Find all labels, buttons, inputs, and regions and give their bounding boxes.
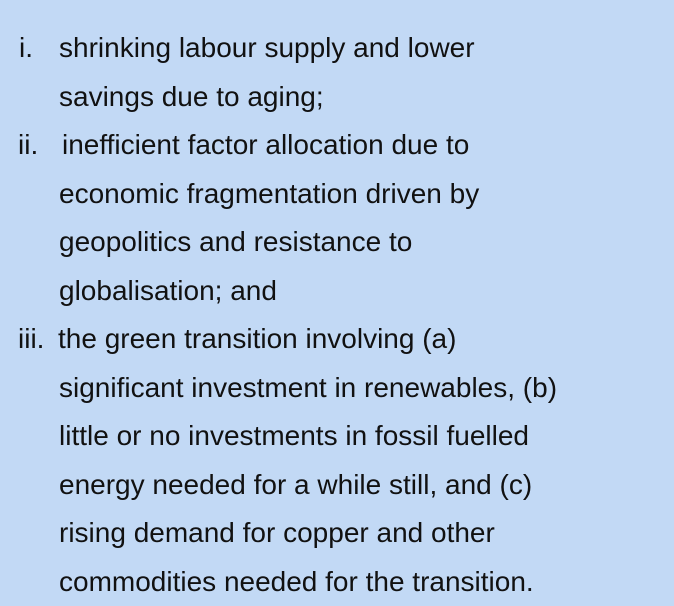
text-line: savings due to aging; [59,80,324,112]
text-line: energy needed for a while still, and (c) [59,468,533,500]
list-item-text: shrinking labour supply and lower saving… [59,24,654,121]
text-line: little or no investments in fossil fuell… [59,420,529,451]
text-line: economic fragmentation driven by [59,177,480,209]
list-marker: ii. [18,129,39,160]
text-line: significant investment in renewables, (b… [59,371,558,403]
list-marker: iii. [18,323,45,354]
text-line: rising demand for copper and other [59,517,495,548]
text-line: globalisation; and [59,274,277,306]
text-line: commodities needed for the transition. [59,565,534,597]
list-item-ii: ii. inefficient factor allocation due to… [0,121,674,315]
text-line: the green transition involving (a) [58,323,457,354]
list-item-text: inefficient factor allocation due to eco… [59,121,654,315]
list-item-iii: iii. the green transition involving (a) … [0,315,674,606]
list-item-i: i. shrinking labour supply and lower sav… [0,24,674,121]
text-line: inefficient factor allocation due to [62,129,470,160]
list-item-text: the green transition involving (a) signi… [58,315,654,606]
numbered-list: i. shrinking labour supply and lower sav… [0,24,674,606]
text-line: geopolitics and resistance to [59,226,413,257]
list-marker: i. [19,32,33,63]
text-line: shrinking labour supply and lower [59,32,475,63]
